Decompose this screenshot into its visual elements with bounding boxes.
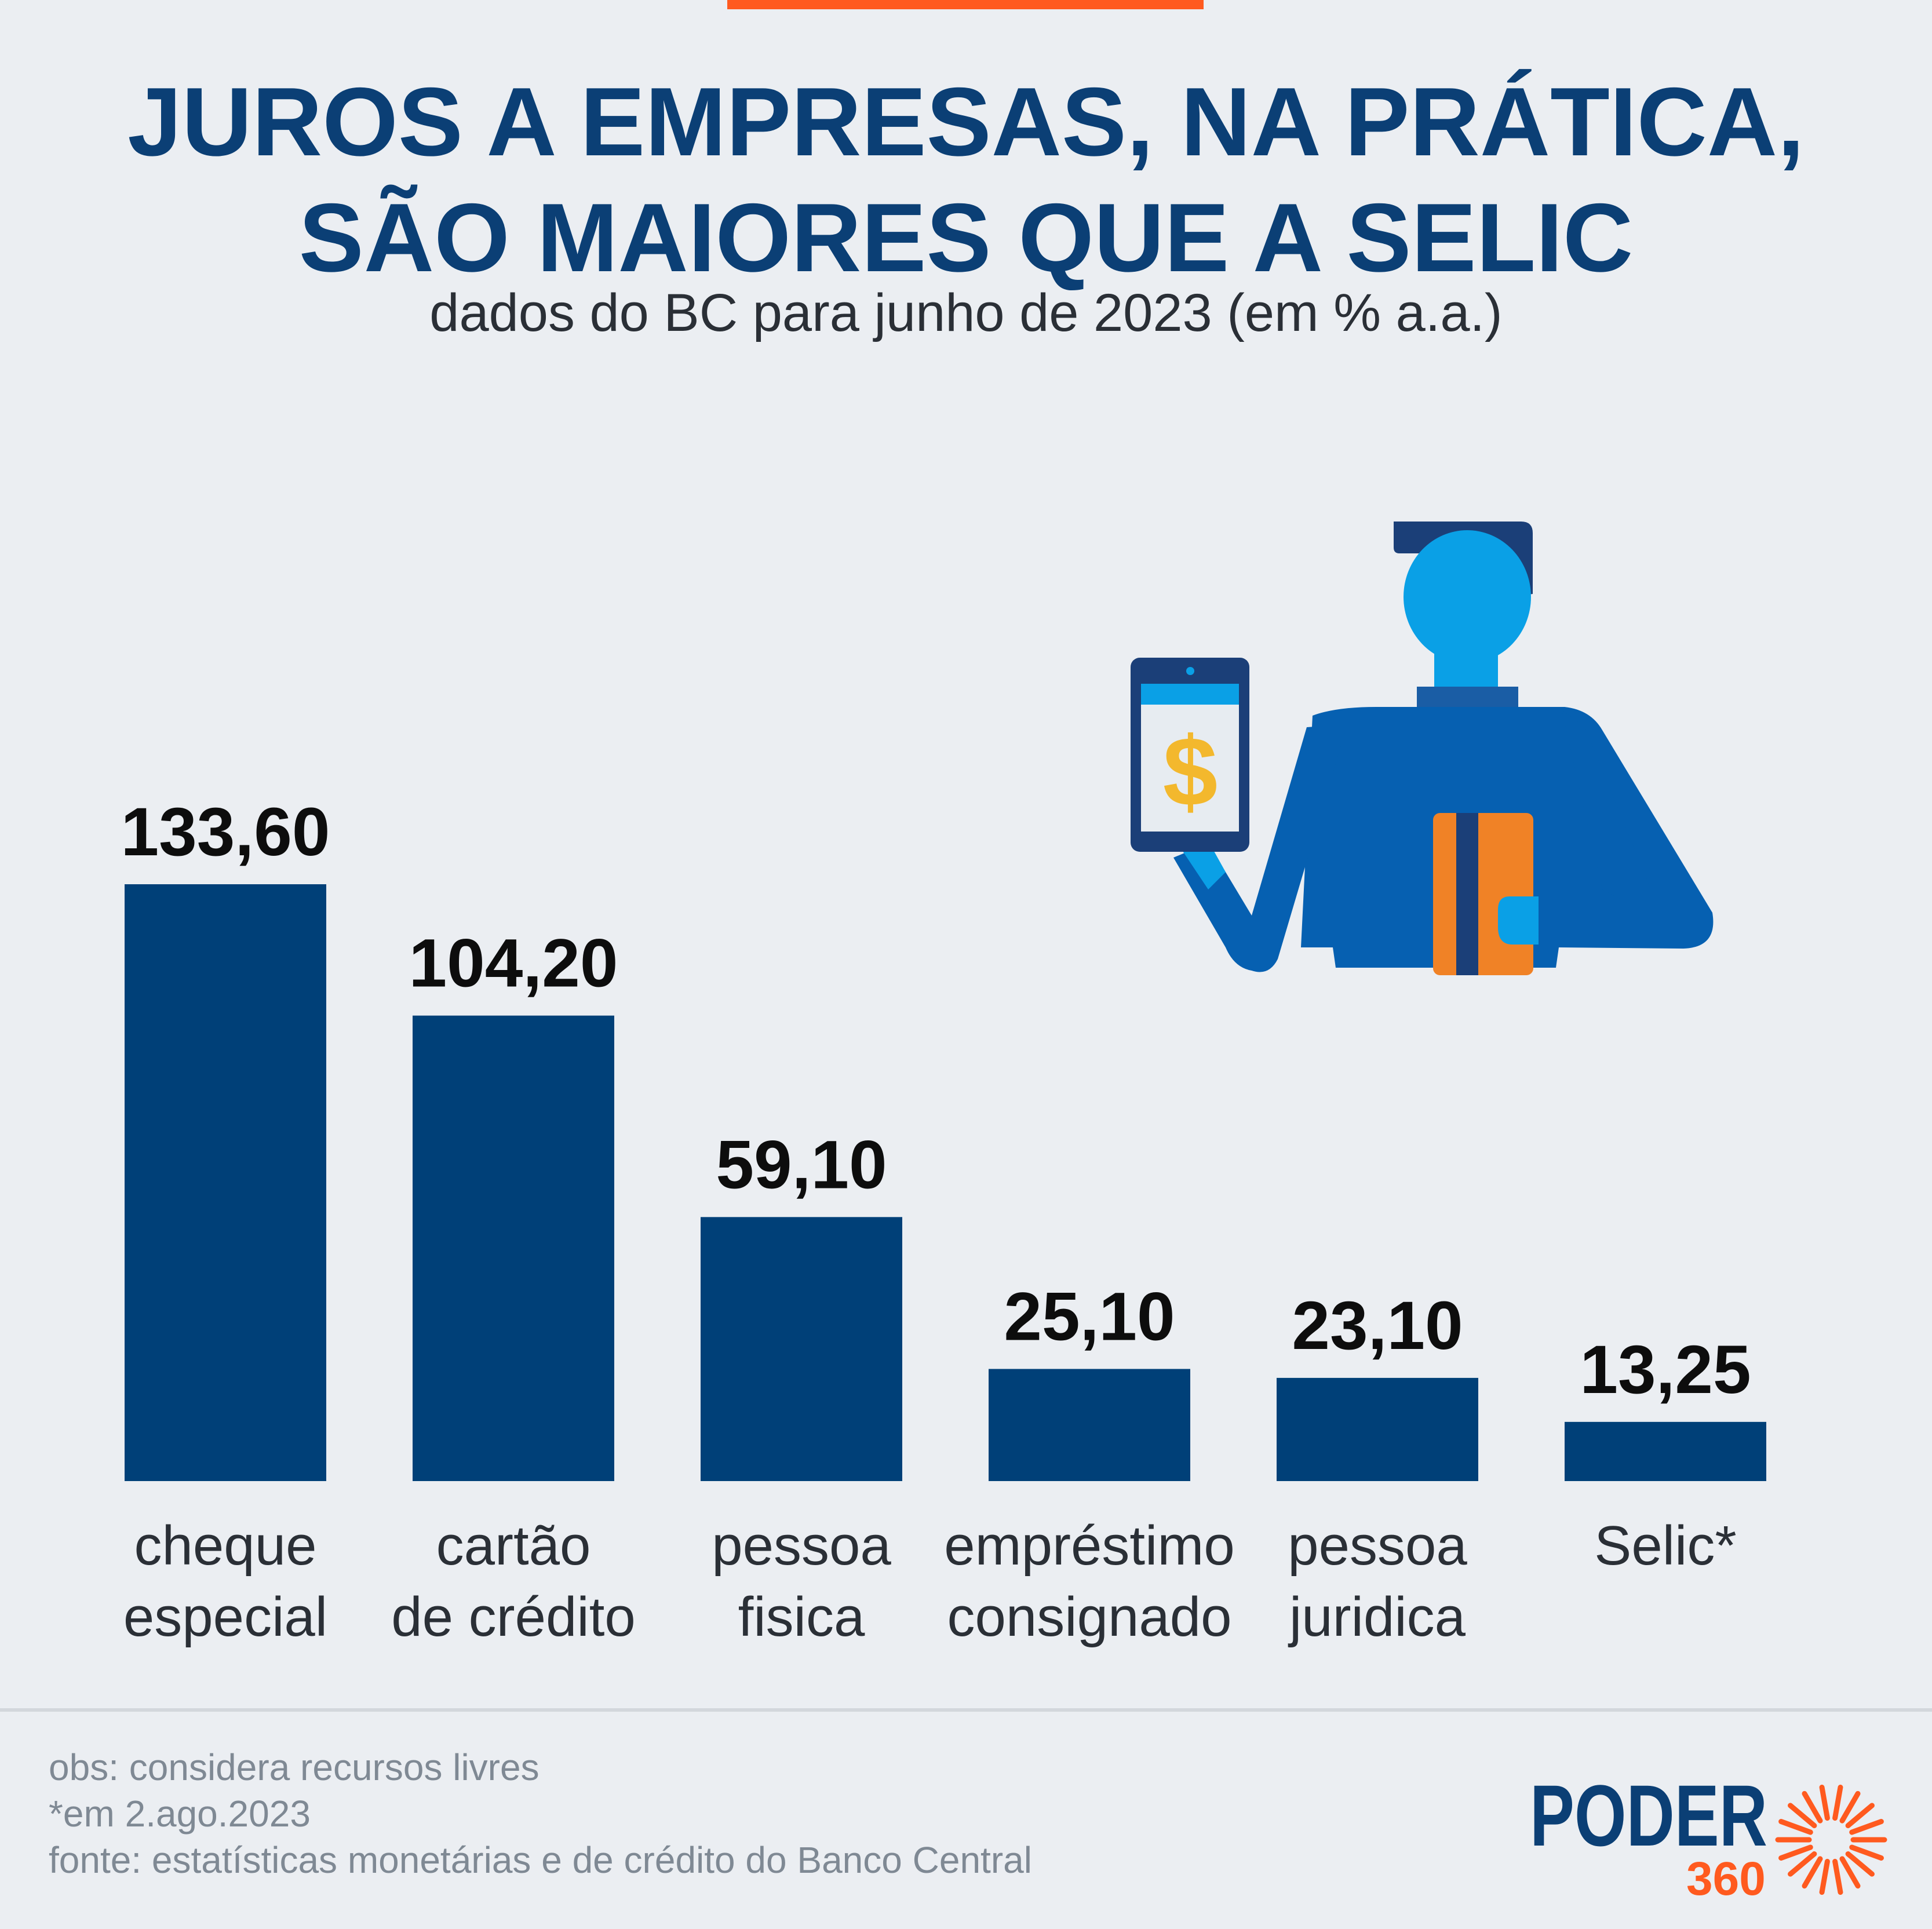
category-label-0-1: especial [123,1586,327,1648]
bar-0 [125,884,326,1481]
note-obs: obs: considera recursos livres [49,1746,539,1788]
category-label-2-1: fisica [738,1586,865,1648]
title-line-2: SÃO MAIORES QUE A SELIC [298,183,1634,292]
value-label-3: 25,10 [1004,1278,1175,1355]
man-with-tablet-and-card-icon: $ [1131,522,1714,975]
category-label-3-1: consignado [947,1586,1231,1648]
category-label-3-0: empréstimo [944,1515,1234,1577]
category-label-4-1: juridica [1288,1586,1466,1648]
value-label-0: 133,60 [121,794,330,870]
logo-brand: PODER [1530,1767,1767,1864]
svg-text:$: $ [1163,717,1218,827]
value-label-2: 59,10 [716,1126,887,1203]
bar-2 [701,1217,902,1481]
note-date: *em 2.ago.2023 [49,1793,311,1835]
sun-icon [1775,1784,1887,1895]
bar-1 [413,1015,614,1481]
chart-subtitle: dados do BC para junho de 2023 (em % a.a… [429,283,1503,342]
note-source: fonte: estatísticas monetárias e de créd… [49,1839,1032,1881]
bar-4 [1277,1377,1478,1481]
logo-number: 360 [1686,1853,1766,1904]
footer-divider [0,1708,1932,1712]
category-label-1-1: de crédito [391,1586,636,1648]
footer-notes: obs: considera recursos livres *em 2.ago… [49,1744,1032,1883]
poder360-logo: PODER 360 [1530,1767,1887,1904]
bar-5 [1565,1421,1766,1481]
category-label-2-0: pessoa [712,1515,891,1577]
value-label-1: 104,20 [409,925,618,1002]
category-label-0-0: cheque [134,1515,317,1577]
bar-3 [989,1369,1190,1481]
category-label-5-0: Selic* [1594,1515,1736,1577]
category-label-1-0: cartão [436,1515,591,1577]
chart-title: JUROS A EMPRESAS, NA PRÁTICA, SÃO MAIORE… [0,64,1932,296]
accent-top-bar [727,0,1204,9]
value-label-4: 23,10 [1292,1288,1463,1364]
category-label-4-0: pessoa [1288,1515,1467,1577]
value-label-5: 13,25 [1580,1332,1751,1408]
title-line-1: JUROS A EMPRESAS, NA PRÁTICA, [127,67,1805,176]
